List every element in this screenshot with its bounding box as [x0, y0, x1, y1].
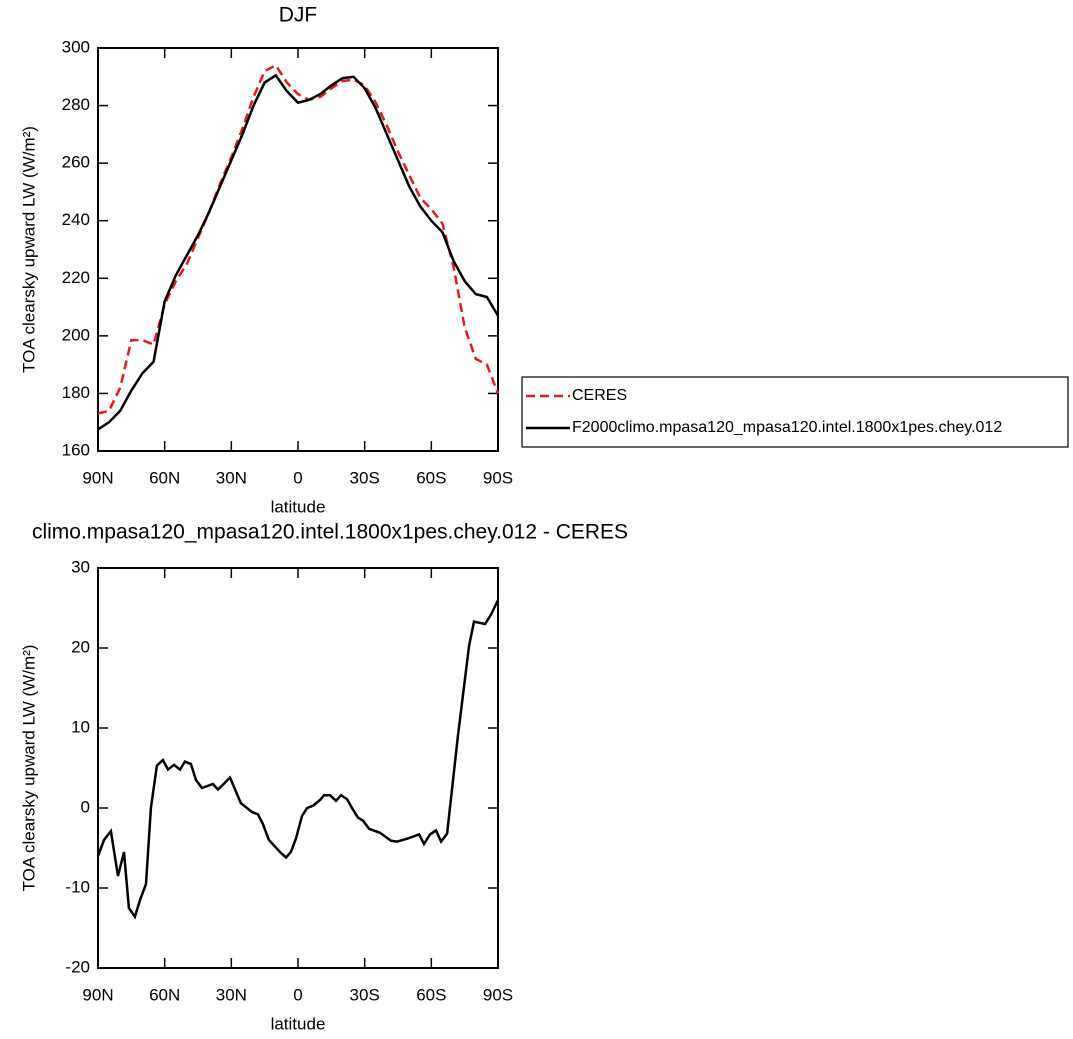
plot-frame [97, 567, 499, 969]
x-tick-label: 0 [293, 985, 302, 1004]
data-line [96, 599, 500, 920]
x-axis-label: latitude [271, 1014, 326, 1033]
chart-title: DJF [279, 4, 318, 27]
y-tick-label: 0 [81, 797, 90, 816]
legend-box [521, 376, 1069, 448]
x-tick-label: 90N [82, 985, 113, 1004]
x-tick-label: 90N [82, 468, 113, 487]
y-tick-label: -20 [65, 957, 90, 976]
x-tick-label: 60S [416, 468, 446, 487]
y-tick-label: 180 [62, 383, 90, 402]
x-tick-label: 0 [293, 468, 302, 487]
y-axis-label: TOA clearsky upward LW (W/m²) [19, 126, 38, 373]
chart-title: climo.mpasa120_mpasa120.intel.1800x1pes.… [32, 521, 628, 544]
data-line [97, 73, 500, 431]
data-line [97, 63, 500, 415]
x-tick-label: 30S [350, 468, 380, 487]
legend-label: CERES [572, 387, 627, 404]
y-tick-label: -10 [65, 877, 90, 896]
y-tick-label: 240 [62, 210, 90, 229]
y-tick-label: 10 [71, 717, 90, 736]
y-tick-label: 260 [62, 153, 90, 172]
y-tick-label: 300 [62, 37, 90, 56]
x-tick-label: 90S [483, 468, 513, 487]
y-tick-label: 30 [71, 557, 90, 576]
y-tick-label: 160 [62, 440, 90, 459]
x-tick-label: 30N [216, 985, 247, 1004]
y-axis-label: TOA clearsky upward LW (W/m²) [19, 645, 38, 892]
x-tick-label: 60S [416, 985, 446, 1004]
y-tick-label: 280 [62, 95, 90, 114]
legend-label: F2000climo.mpasa120_mpasa120.intel.1800x… [572, 419, 1002, 436]
y-tick-label: 20 [71, 637, 90, 656]
x-tick-label: 60N [149, 468, 180, 487]
x-tick-label: 30N [216, 468, 247, 487]
y-tick-label: 200 [62, 325, 90, 344]
plot-frame [97, 47, 499, 452]
x-tick-label: 30S [350, 985, 380, 1004]
y-tick-label: 220 [62, 268, 90, 287]
x-axis-label: latitude [271, 497, 326, 516]
x-tick-label: 90S [483, 985, 513, 1004]
x-tick-label: 60N [149, 985, 180, 1004]
